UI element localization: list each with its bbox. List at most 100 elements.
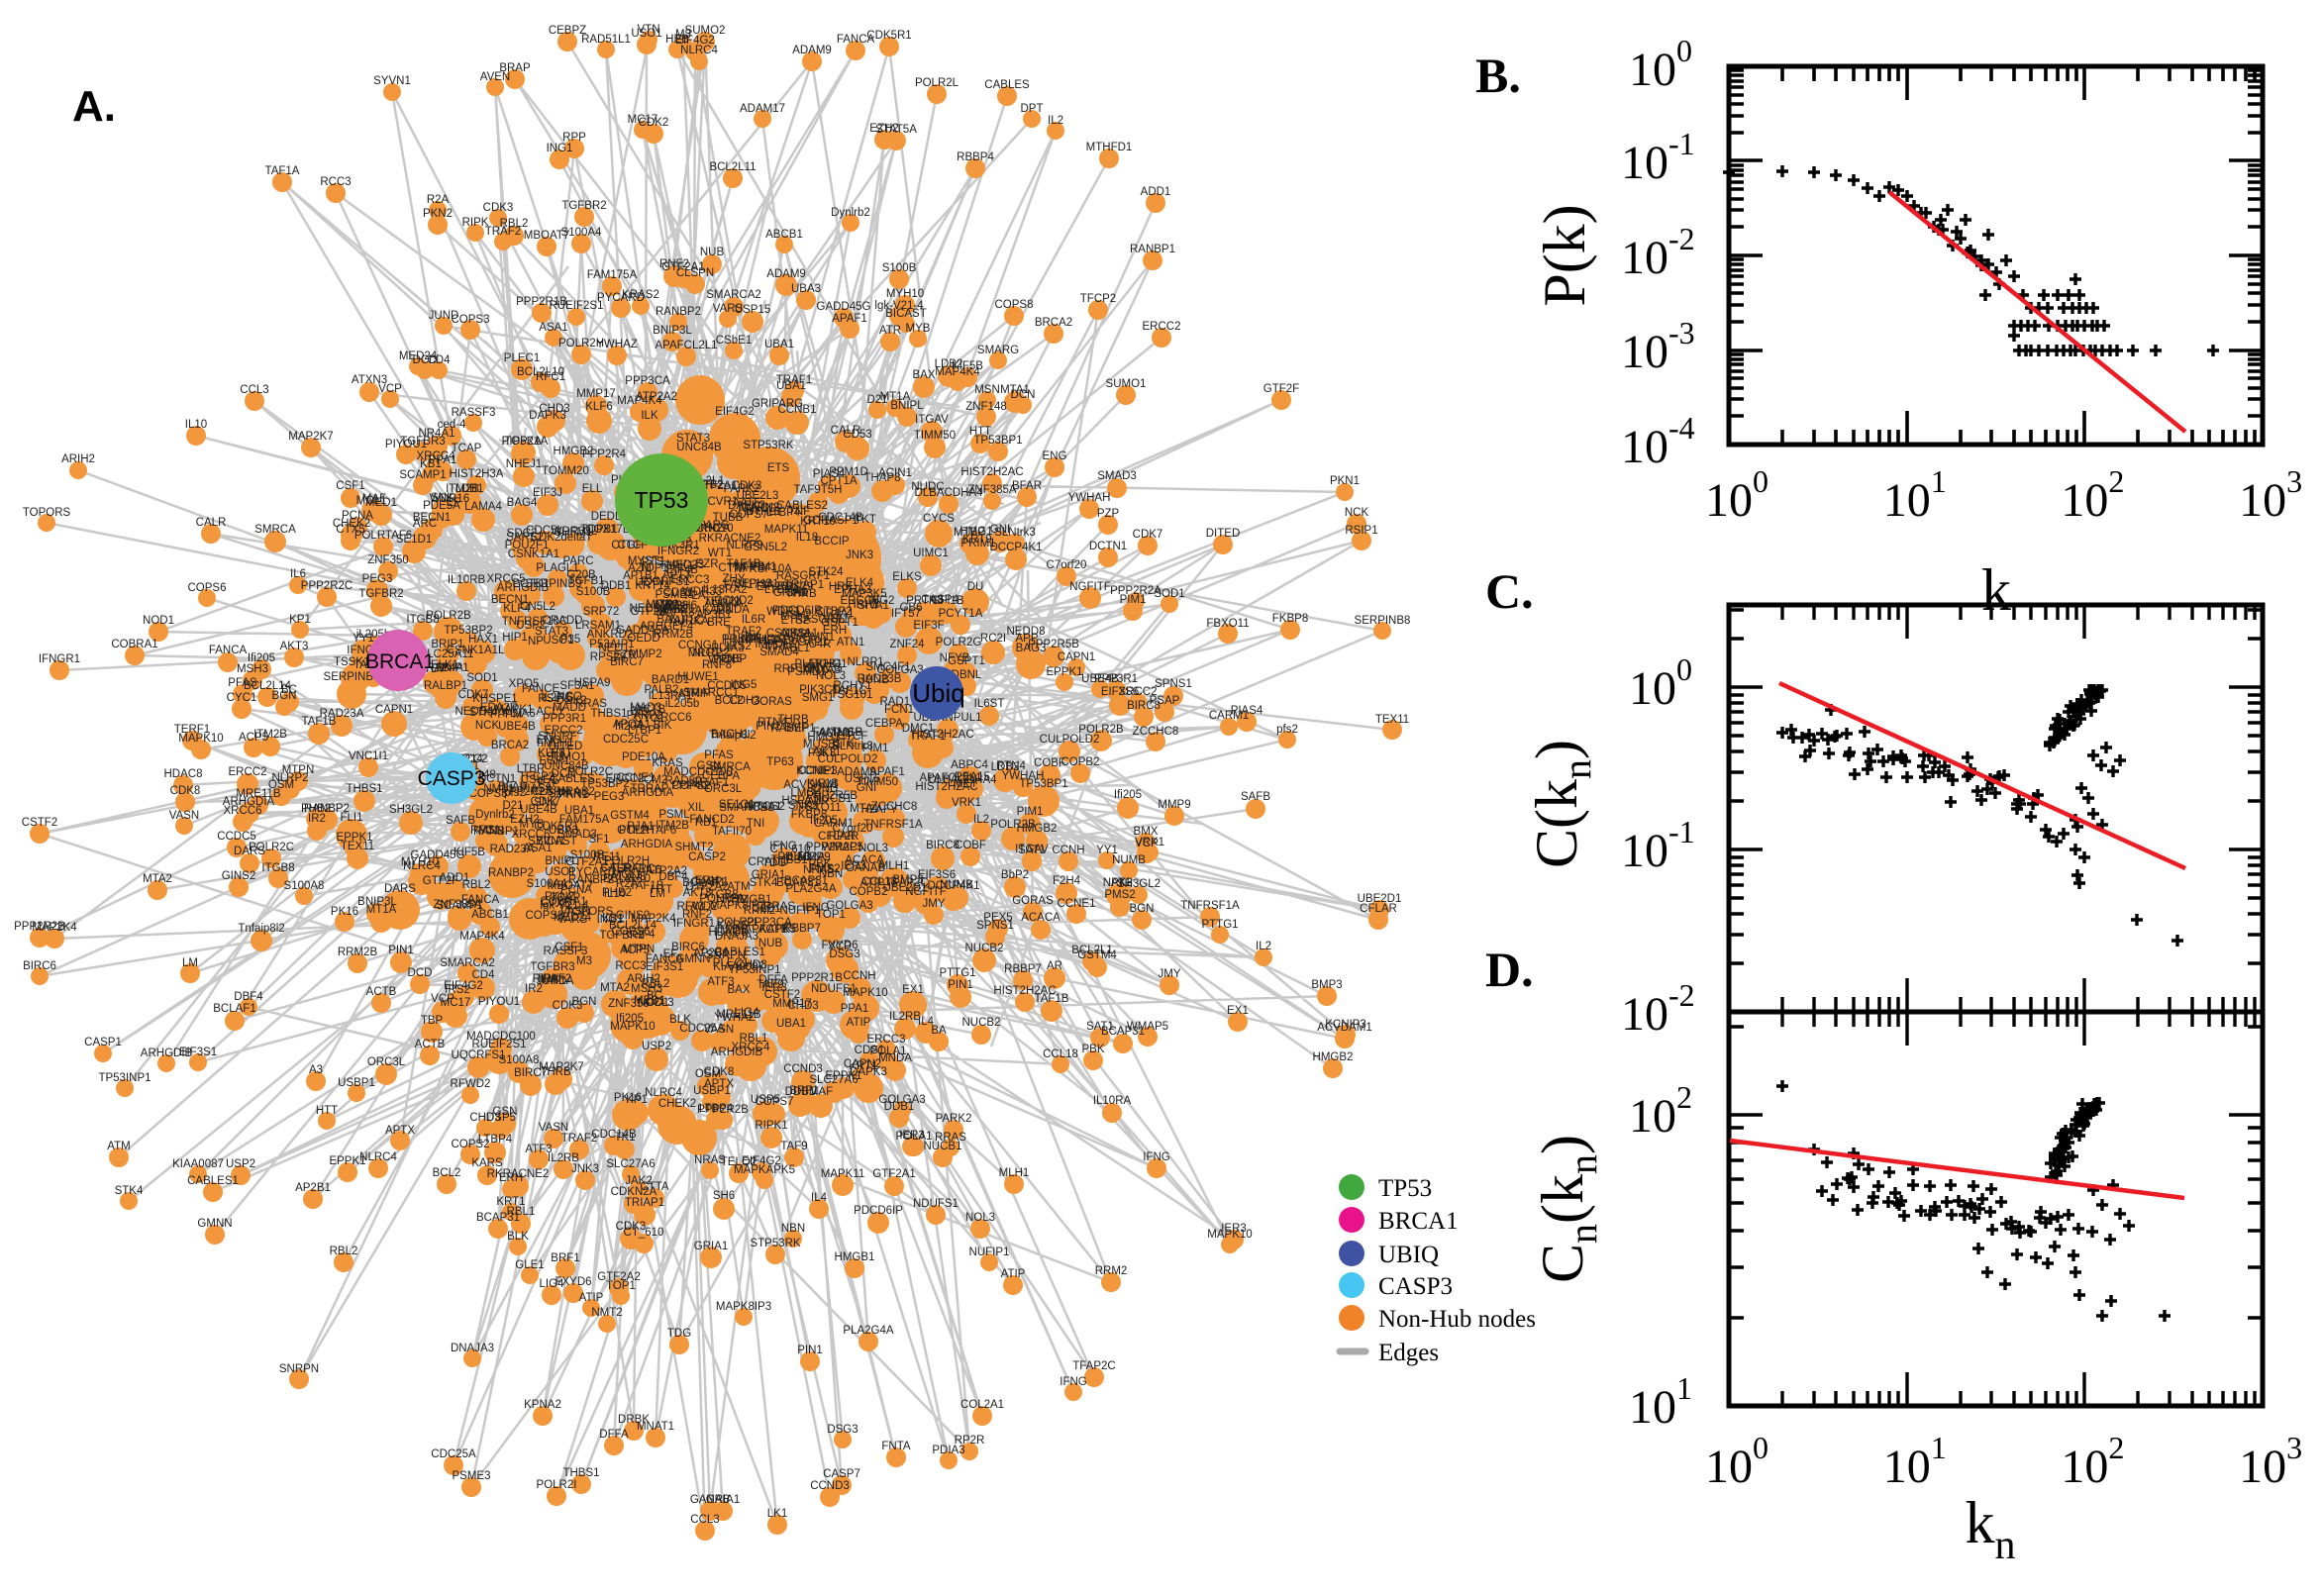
svg-text:NUB: NUB	[700, 247, 725, 258]
svg-text:RANBP1: RANBP1	[473, 826, 519, 838]
svg-text:G20B: G20B	[566, 569, 596, 581]
svg-text:Ifi205: Ifi205	[616, 1013, 644, 1025]
svg-text:CHEK2: CHEK2	[658, 1098, 696, 1110]
svg-text:MAPK10: MAPK10	[843, 987, 887, 999]
svg-text:CD53: CD53	[843, 429, 871, 441]
svg-text:TRIAP1: TRIAP1	[625, 1197, 664, 1209]
svg-text:DCCP4K1: DCCP4K1	[989, 542, 1042, 553]
svg-text:DARS: DARS	[234, 846, 265, 857]
svg-text:PLEC1: PLEC1	[504, 352, 540, 364]
svg-text:PPP2R2A: PPP2R2A	[501, 786, 553, 798]
svg-text:CABLES: CABLES	[550, 773, 595, 785]
svg-text:POLR2H: POLR2H	[558, 338, 604, 349]
svg-text:JUND: JUND	[537, 975, 567, 987]
svg-text:BNIP1: BNIP1	[436, 662, 468, 674]
svg-text:BCL2: BCL2	[433, 1167, 461, 1179]
svg-text:AKT1: AKT1	[813, 747, 842, 758]
svg-text:NMT2: NMT2	[591, 1307, 622, 1319]
svg-text:ITGAV: ITGAV	[915, 414, 949, 426]
svg-text:VTN: VTN	[638, 24, 660, 36]
svg-text:KRT1: KRT1	[849, 1060, 877, 1072]
svg-text:CDC25A: CDC25A	[431, 1448, 476, 1460]
svg-text:EIF4G2: EIF4G2	[444, 980, 483, 992]
svg-text:ERCC2: ERCC2	[606, 773, 645, 785]
svg-text:YWHAH: YWHAH	[1002, 770, 1045, 782]
svg-text:SLC25A11: SLC25A11	[420, 648, 474, 660]
svg-text:Edges: Edges	[1378, 1340, 1439, 1366]
svg-text:MED24: MED24	[554, 912, 592, 924]
svg-text:OSM: OSM	[695, 1068, 721, 1080]
svg-text:BCL2L14: BCL2L14	[609, 920, 657, 932]
svg-text:NDUFS1: NDUFS1	[811, 983, 857, 995]
svg-text:ELKS: ELKS	[892, 571, 922, 583]
svg-text:PIYOU1: PIYOU1	[478, 996, 520, 1008]
svg-text:RIPK1: RIPK1	[755, 1120, 787, 1132]
svg-text:CDK8: CDK8	[704, 1066, 735, 1078]
svg-text:STK4: STK4	[469, 707, 498, 719]
svg-text:MAPK8IP3: MAPK8IP3	[716, 1301, 771, 1313]
svg-text:F2H4: F2H4	[1053, 875, 1081, 887]
svg-text:STK24: STK24	[808, 566, 844, 578]
svg-text:USBP1: USBP1	[693, 1085, 731, 1097]
svg-text:CDK2: CDK2	[639, 117, 669, 129]
svg-text:POLR2H: POLR2H	[604, 855, 650, 867]
svg-text:MNAT1: MNAT1	[637, 1421, 674, 1433]
svg-text:CCL18: CCL18	[1043, 1048, 1078, 1060]
svg-text:ERCC2: ERCC2	[229, 766, 267, 778]
svg-text:GMNN: GMNN	[675, 953, 710, 965]
svg-text:IFNGR1: IFNGR1	[39, 653, 80, 665]
svg-text:SNURF: SNURF	[538, 731, 577, 743]
svg-text:XRCC6: XRCC6	[512, 829, 551, 841]
svg-text:SAFB: SAFB	[446, 815, 475, 827]
svg-text:PDCD6IP: PDCD6IP	[854, 1205, 903, 1217]
svg-text:PPP2R4: PPP2R4	[582, 449, 627, 460]
svg-text:JMY: JMY	[923, 898, 946, 910]
svg-text:TAF9: TAF9	[780, 1141, 807, 1152]
svg-text:MYB: MYB	[520, 819, 545, 831]
svg-text:NGFITF: NGFITF	[905, 886, 947, 898]
svg-text:ARHGDIB: ARHGDIB	[497, 582, 550, 594]
svg-text:MBOAT7: MBOAT7	[548, 880, 593, 892]
svg-text:EX1: EX1	[1227, 1005, 1249, 1017]
svg-text:BFAR: BFAR	[498, 781, 528, 793]
svg-text:BRF1: BRF1	[789, 1085, 818, 1097]
svg-text:PPP2R1B: PPP2R1B	[791, 972, 843, 984]
svg-text:BGN: BGN	[1130, 903, 1155, 915]
svg-text:TIMM50: TIMM50	[914, 430, 956, 442]
svg-text:NRAS: NRAS	[694, 1154, 726, 1166]
svg-text:BICAST: BICAST	[885, 308, 927, 320]
svg-text:S100A4: S100A4	[561, 227, 603, 239]
svg-text:VARS: VARS	[713, 303, 744, 315]
svg-text:TAF1C: TAF1C	[667, 615, 703, 627]
svg-text:DAPK3: DAPK3	[529, 410, 566, 422]
svg-text:CALR: CALR	[601, 862, 632, 874]
svg-text:POLR2I: POLR2I	[537, 1479, 577, 1491]
svg-text:CD4: CD4	[427, 354, 451, 366]
svg-text:IER3: IER3	[1221, 1223, 1247, 1235]
svg-text:DLBACDHA4: DLBACDHA4	[928, 774, 997, 786]
svg-text:NRAS: NRAS	[803, 864, 835, 876]
svg-text:ATIP: ATIP	[860, 877, 885, 889]
svg-text:DITED: DITED	[1206, 528, 1241, 540]
svg-text:CCNH: CCNH	[843, 970, 875, 982]
svg-text:TERF1: TERF1	[174, 724, 210, 736]
svg-text:ERH: ERH	[499, 1172, 523, 1184]
svg-text:LAMA4: LAMA4	[464, 501, 502, 513]
svg-text:ITGAV: ITGAV	[1015, 844, 1049, 855]
svg-text:FAM175A: FAM175A	[587, 269, 638, 281]
svg-text:LDB2: LDB2	[991, 761, 1020, 773]
svg-text:VNC1I1: VNC1I1	[349, 750, 388, 762]
svg-text:CSF1: CSF1	[555, 942, 583, 953]
svg-text:PPP2R5B: PPP2R5B	[806, 790, 858, 802]
svg-text:THBS1: THBS1	[562, 1467, 599, 1479]
svg-text:GORAS: GORAS	[751, 696, 792, 708]
svg-text:RIPK: RIPK	[462, 217, 489, 229]
svg-text:KP1: KP1	[289, 614, 311, 626]
svg-text:POLR2B: POLR2B	[426, 610, 471, 622]
svg-text:UBE4B: UBE4B	[498, 721, 536, 733]
svg-text:DCD: DCD	[408, 967, 433, 979]
svg-text:Ifi205: Ifi205	[248, 652, 275, 664]
svg-text:SOD1: SOD1	[1154, 588, 1184, 600]
svg-text:GTF2A1: GTF2A1	[565, 856, 608, 868]
svg-text:FLI1: FLI1	[340, 812, 362, 824]
